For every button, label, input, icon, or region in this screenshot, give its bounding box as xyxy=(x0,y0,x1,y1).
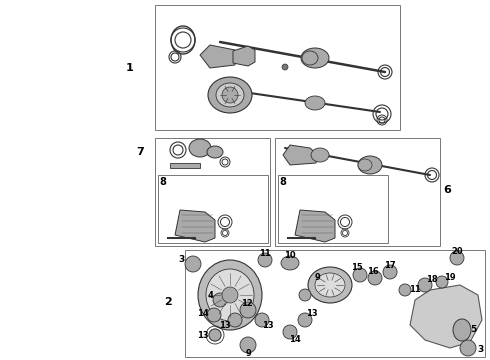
Text: 19: 19 xyxy=(444,274,456,283)
Circle shape xyxy=(209,329,221,341)
Ellipse shape xyxy=(208,77,252,113)
Text: 3: 3 xyxy=(178,256,184,265)
Ellipse shape xyxy=(216,83,244,107)
Circle shape xyxy=(222,87,238,103)
Text: 8: 8 xyxy=(160,177,167,187)
Circle shape xyxy=(240,337,256,353)
Ellipse shape xyxy=(281,256,299,270)
Text: 18: 18 xyxy=(426,275,438,284)
Text: 14: 14 xyxy=(289,336,301,345)
Text: 3: 3 xyxy=(477,346,483,355)
Circle shape xyxy=(255,313,269,327)
Text: 13: 13 xyxy=(219,321,231,330)
Ellipse shape xyxy=(305,96,325,110)
Bar xyxy=(155,138,270,246)
Circle shape xyxy=(283,325,297,339)
Text: 12: 12 xyxy=(241,298,253,307)
Ellipse shape xyxy=(358,156,382,174)
Circle shape xyxy=(185,256,201,272)
Text: 17: 17 xyxy=(384,261,396,270)
Polygon shape xyxy=(233,46,255,66)
Circle shape xyxy=(450,251,464,265)
Text: 9: 9 xyxy=(314,274,320,283)
Circle shape xyxy=(418,278,432,292)
Text: 5: 5 xyxy=(470,325,476,334)
Circle shape xyxy=(298,313,312,327)
Ellipse shape xyxy=(301,48,329,68)
Bar xyxy=(170,163,200,168)
Circle shape xyxy=(213,293,227,307)
Text: 13: 13 xyxy=(262,321,274,330)
Bar xyxy=(278,175,388,243)
Circle shape xyxy=(399,284,411,296)
Text: 15: 15 xyxy=(351,264,363,273)
Circle shape xyxy=(368,271,382,285)
Text: 2: 2 xyxy=(164,297,172,307)
Ellipse shape xyxy=(198,260,262,330)
Text: 8: 8 xyxy=(280,177,287,187)
Circle shape xyxy=(299,289,311,301)
Circle shape xyxy=(222,287,238,303)
Text: 13: 13 xyxy=(197,330,209,339)
Ellipse shape xyxy=(302,51,318,65)
Text: 16: 16 xyxy=(367,266,379,275)
Text: 11: 11 xyxy=(259,248,271,257)
Circle shape xyxy=(240,302,256,318)
Text: 13: 13 xyxy=(306,310,318,319)
Polygon shape xyxy=(200,45,235,68)
Circle shape xyxy=(228,313,242,327)
Ellipse shape xyxy=(189,139,211,157)
Circle shape xyxy=(436,276,448,288)
Circle shape xyxy=(282,64,288,70)
Circle shape xyxy=(353,268,367,282)
Ellipse shape xyxy=(207,146,223,158)
Ellipse shape xyxy=(206,269,254,321)
Circle shape xyxy=(207,308,221,322)
Ellipse shape xyxy=(308,267,352,303)
Text: 1: 1 xyxy=(126,63,134,73)
Circle shape xyxy=(258,253,272,267)
Bar xyxy=(185,250,485,357)
Ellipse shape xyxy=(358,159,372,171)
Text: 4: 4 xyxy=(207,292,213,301)
Bar xyxy=(155,5,400,130)
Polygon shape xyxy=(175,210,215,242)
Polygon shape xyxy=(283,145,318,165)
Text: 7: 7 xyxy=(136,147,144,157)
Ellipse shape xyxy=(453,319,471,341)
Bar xyxy=(158,175,268,243)
Circle shape xyxy=(383,265,397,279)
Circle shape xyxy=(460,340,476,356)
Ellipse shape xyxy=(311,148,329,162)
Text: 9: 9 xyxy=(245,350,251,359)
Text: 6: 6 xyxy=(443,185,451,195)
Polygon shape xyxy=(295,210,335,242)
Text: 14: 14 xyxy=(197,310,209,319)
Text: 10: 10 xyxy=(284,252,296,261)
Text: 20: 20 xyxy=(451,248,463,256)
Ellipse shape xyxy=(315,273,345,297)
Text: 11: 11 xyxy=(409,285,421,294)
Bar xyxy=(275,138,440,246)
Polygon shape xyxy=(410,285,482,348)
